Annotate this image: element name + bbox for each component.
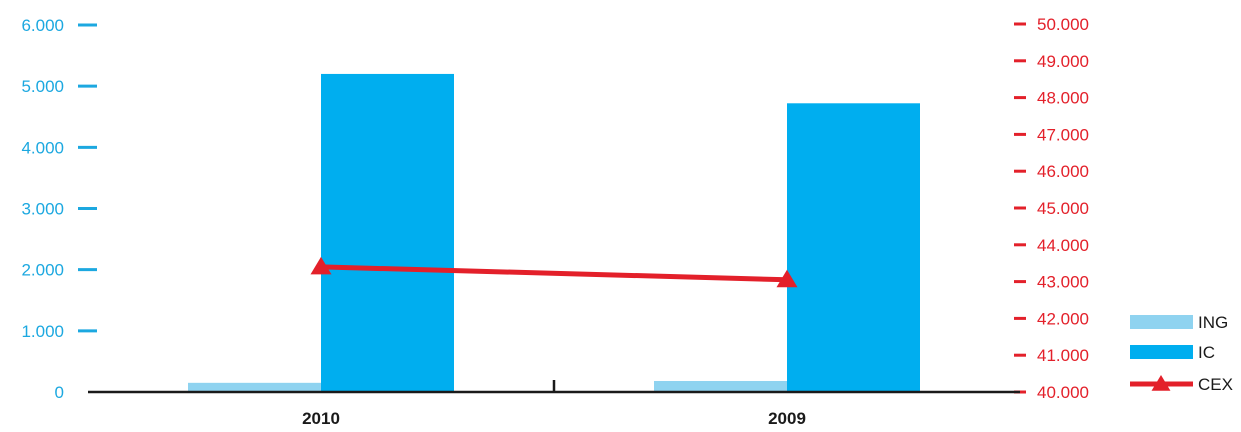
left-axis-tick-label: 1.000 [21, 322, 64, 341]
legend-swatch-ing [1130, 315, 1193, 329]
right-axis-tick-label: 50.000 [1037, 15, 1089, 34]
bar-ing-2009 [654, 380, 787, 392]
marker-cex-2009 [776, 269, 798, 288]
right-axis-tick-label: 41.000 [1037, 346, 1089, 365]
x-axis-category-label: 2010 [302, 409, 340, 428]
left-axis-tick-label: 4.000 [21, 138, 64, 157]
left-axis-tick-label: 6.000 [21, 16, 64, 35]
right-axis-tick-label: 46.000 [1037, 162, 1089, 181]
legend-label-ic: IC [1198, 343, 1215, 362]
right-axis-tick-label: 42.000 [1037, 309, 1089, 328]
legend-swatch-ic [1130, 345, 1193, 359]
left-axis-tick-label: 5.000 [21, 77, 64, 96]
x-axis-category-label: 2009 [768, 409, 806, 428]
bar-ic-2009 [787, 103, 920, 392]
marker-cex-2010 [310, 256, 332, 275]
left-axis-tick-label: 3.000 [21, 200, 64, 219]
right-axis-tick-label: 40.000 [1037, 383, 1089, 402]
right-axis-tick-label: 43.000 [1037, 273, 1089, 292]
legend-label-cex: CEX [1198, 375, 1233, 394]
bar-ing-2010 [188, 382, 321, 392]
right-axis-tick-label: 45.000 [1037, 199, 1089, 218]
legend-label-ing: ING [1198, 313, 1228, 332]
right-axis-tick-label: 49.000 [1037, 52, 1089, 71]
left-axis-tick-label: 2.000 [21, 261, 64, 280]
bar-ic-2010 [321, 73, 454, 392]
line-cex [320, 264, 788, 283]
right-axis-tick-label: 44.000 [1037, 236, 1089, 255]
right-axis-tick-label: 48.000 [1037, 89, 1089, 108]
right-axis-tick-label: 47.000 [1037, 125, 1089, 144]
left-axis-tick-label: 0 [55, 383, 64, 402]
legend-marker-cex [1151, 375, 1171, 391]
